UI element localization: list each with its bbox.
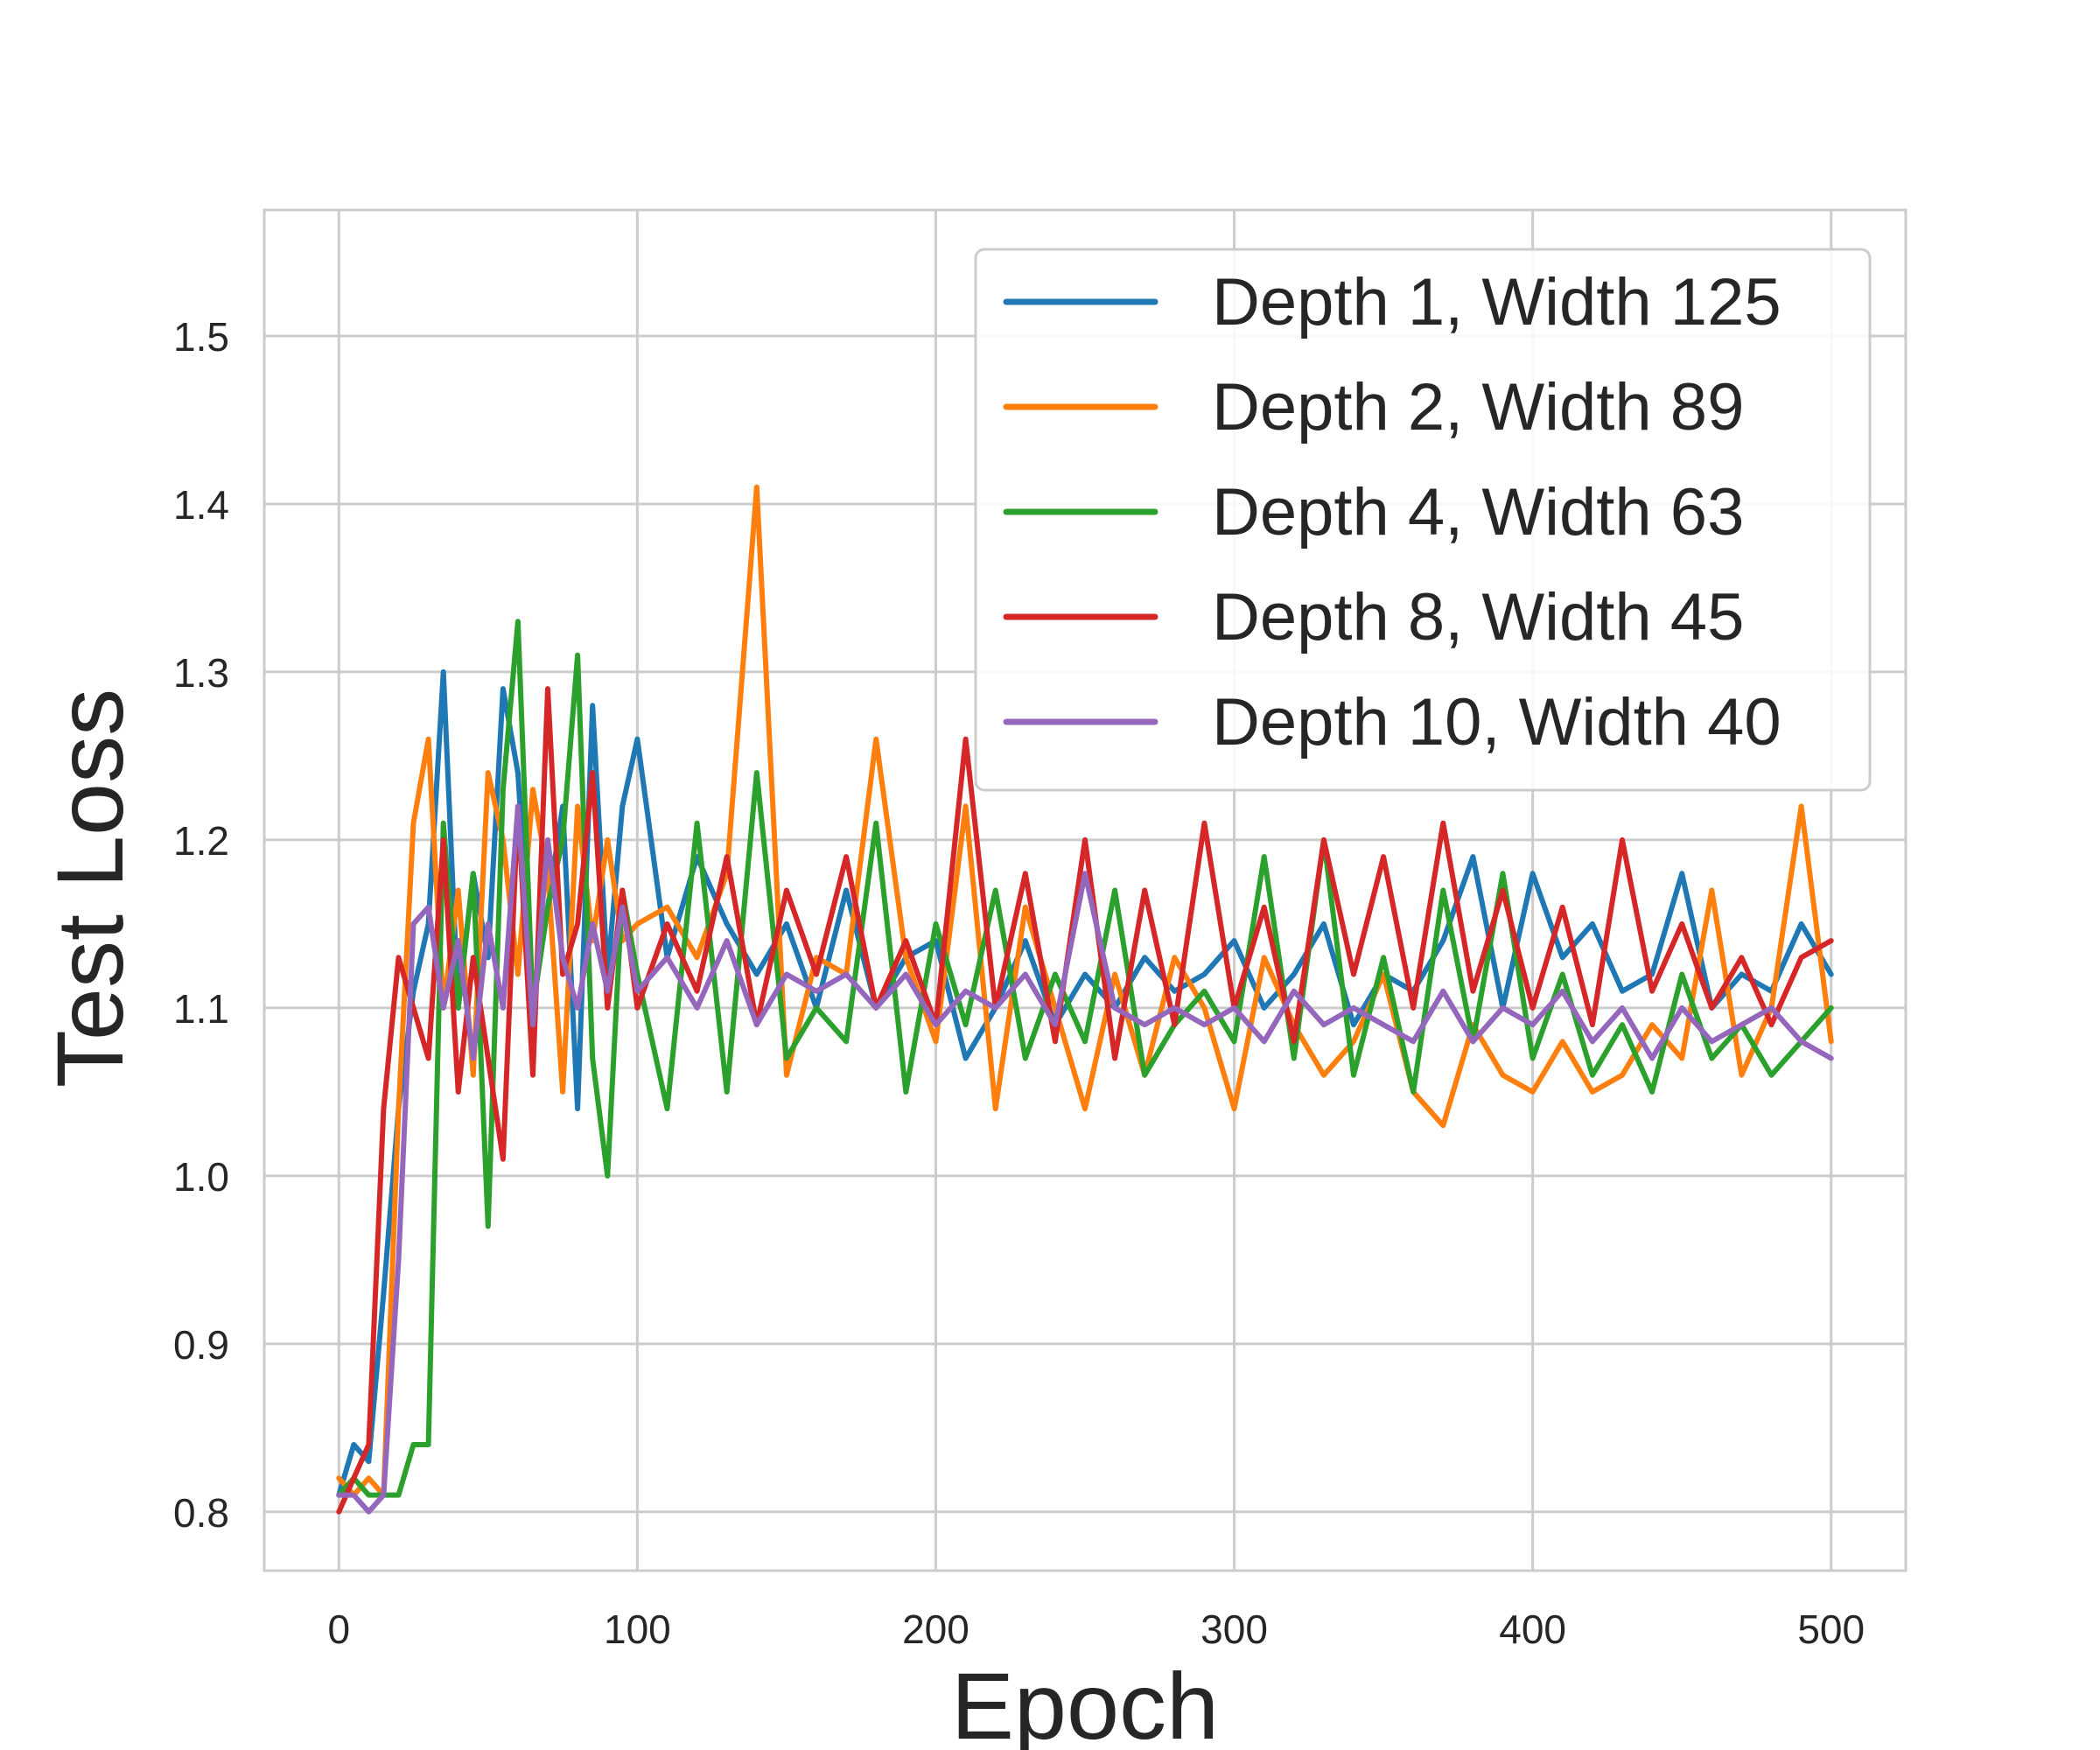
series-line-2 [336, 484, 1834, 1498]
x-tick-label: 400 [1499, 1606, 1566, 1652]
series-line-3 [336, 619, 1834, 1498]
y-tick-label: 1.1 [173, 986, 229, 1032]
y-tick-label: 1.2 [173, 818, 229, 864]
legend: Depth 1, Width 125 Depth 2, Width 89 Depth… [974, 248, 1872, 792]
x-axis-ticks: 0 100 200 300 400 500 [327, 1606, 1865, 1652]
series-lines [336, 484, 1834, 1515]
plot-frame [262, 208, 1908, 1572]
y-tick-label: 1.4 [173, 482, 229, 528]
x-axis-label: Epoch [951, 1653, 1219, 1750]
y-tick-label: 1.5 [173, 314, 229, 360]
grid [264, 210, 1906, 1571]
x-tick-label: 200 [902, 1606, 970, 1652]
series-line-1 [336, 668, 1834, 1498]
y-axis-label: Test Loss [37, 689, 143, 1088]
y-tick-label: 0.9 [173, 1322, 229, 1368]
y-tick-label: 1.3 [173, 650, 229, 696]
series-line-5 [336, 803, 1834, 1515]
legend-label-3: Depth 4, Width 63 [1212, 475, 1744, 550]
legend-label-4: Depth 8, Width 45 [1212, 580, 1744, 654]
legend-label-1: Depth 1, Width 125 [1212, 265, 1782, 340]
x-tick-label: 100 [604, 1606, 671, 1652]
y-tick-label: 1.0 [173, 1154, 229, 1200]
x-tick-label: 300 [1200, 1606, 1268, 1652]
legend-label-5: Depth 10, Width 40 [1212, 685, 1782, 760]
y-tick-label: 0.8 [173, 1490, 229, 1536]
x-tick-label: 0 [327, 1606, 350, 1652]
legend-label-2: Depth 2, Width 89 [1212, 370, 1744, 444]
y-axis-ticks: 0.8 0.9 1.0 1.1 1.2 1.3 1.4 1.5 [173, 314, 229, 1536]
legend-box [974, 248, 1872, 792]
x-tick-label: 500 [1797, 1606, 1865, 1652]
